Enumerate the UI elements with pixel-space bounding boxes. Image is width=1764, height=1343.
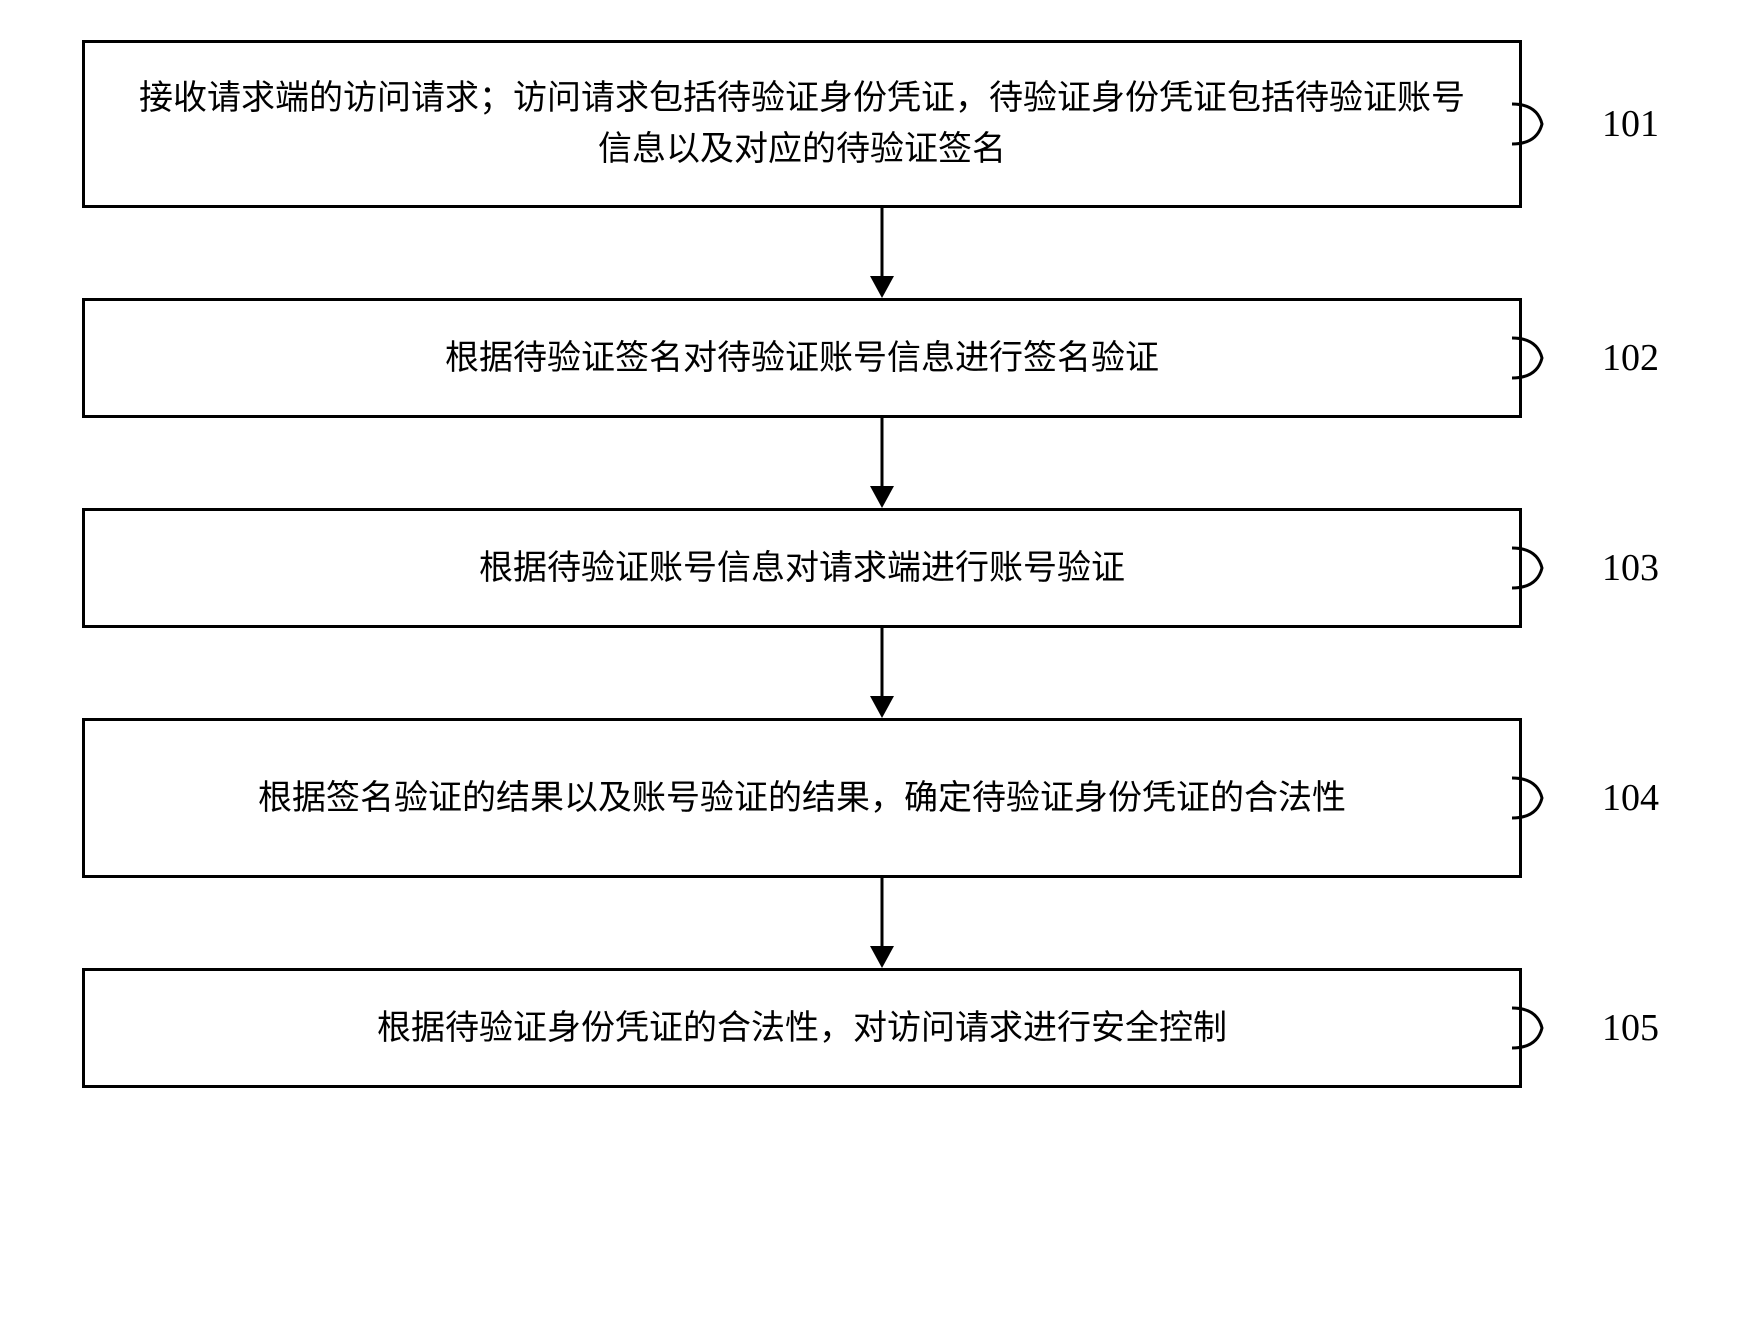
step-box-104: 根据签名验证的结果以及账号验证的结果，确定待验证身份凭证的合法性: [82, 718, 1522, 878]
step-row-103: 根据待验证账号信息对请求端进行账号验证 103: [82, 508, 1682, 628]
curve-connector: [1512, 758, 1562, 838]
step-number-label: 105: [1602, 1006, 1682, 1050]
step-number-label: 102: [1602, 336, 1682, 380]
arrow-down-icon: [862, 418, 902, 508]
arrow-container: [82, 418, 1682, 508]
step-number-label: 103: [1602, 546, 1682, 590]
step-box-101: 接收请求端的访问请求；访问请求包括待验证身份凭证，待验证身份凭证包括待验证账号信…: [82, 40, 1522, 208]
curve-connector: [1512, 528, 1562, 608]
step-text: 接收请求端的访问请求；访问请求包括待验证身份凭证，待验证身份凭证包括待验证账号信…: [125, 73, 1479, 175]
step-row-104: 根据签名验证的结果以及账号验证的结果，确定待验证身份凭证的合法性 104: [82, 718, 1682, 878]
step-text: 根据签名验证的结果以及账号验证的结果，确定待验证身份凭证的合法性: [258, 773, 1346, 824]
arrow-container: [82, 208, 1682, 298]
arrow-container: [82, 628, 1682, 718]
curve-connector: [1512, 84, 1562, 164]
step-box-103: 根据待验证账号信息对请求端进行账号验证: [82, 508, 1522, 628]
arrow-down-icon: [862, 208, 902, 298]
step-row-102: 根据待验证签名对待验证账号信息进行签名验证 102: [82, 298, 1682, 418]
curve-connector: [1512, 318, 1562, 398]
step-text: 根据待验证账号信息对请求端进行账号验证: [479, 543, 1125, 594]
step-row-101: 接收请求端的访问请求；访问请求包括待验证身份凭证，待验证身份凭证包括待验证账号信…: [82, 40, 1682, 208]
step-text: 根据待验证身份凭证的合法性，对访问请求进行安全控制: [377, 1003, 1227, 1054]
step-number-label: 101: [1602, 102, 1682, 146]
curve-connector: [1512, 988, 1562, 1068]
arrow-container: [82, 878, 1682, 968]
arrow-down-icon: [862, 628, 902, 718]
step-number-label: 104: [1602, 776, 1682, 820]
step-box-105: 根据待验证身份凭证的合法性，对访问请求进行安全控制: [82, 968, 1522, 1088]
step-box-102: 根据待验证签名对待验证账号信息进行签名验证: [82, 298, 1522, 418]
step-text: 根据待验证签名对待验证账号信息进行签名验证: [445, 333, 1159, 384]
arrow-down-icon: [862, 878, 902, 968]
flowchart-container: 接收请求端的访问请求；访问请求包括待验证身份凭证，待验证身份凭证包括待验证账号信…: [82, 40, 1682, 1088]
step-row-105: 根据待验证身份凭证的合法性，对访问请求进行安全控制 105: [82, 968, 1682, 1088]
